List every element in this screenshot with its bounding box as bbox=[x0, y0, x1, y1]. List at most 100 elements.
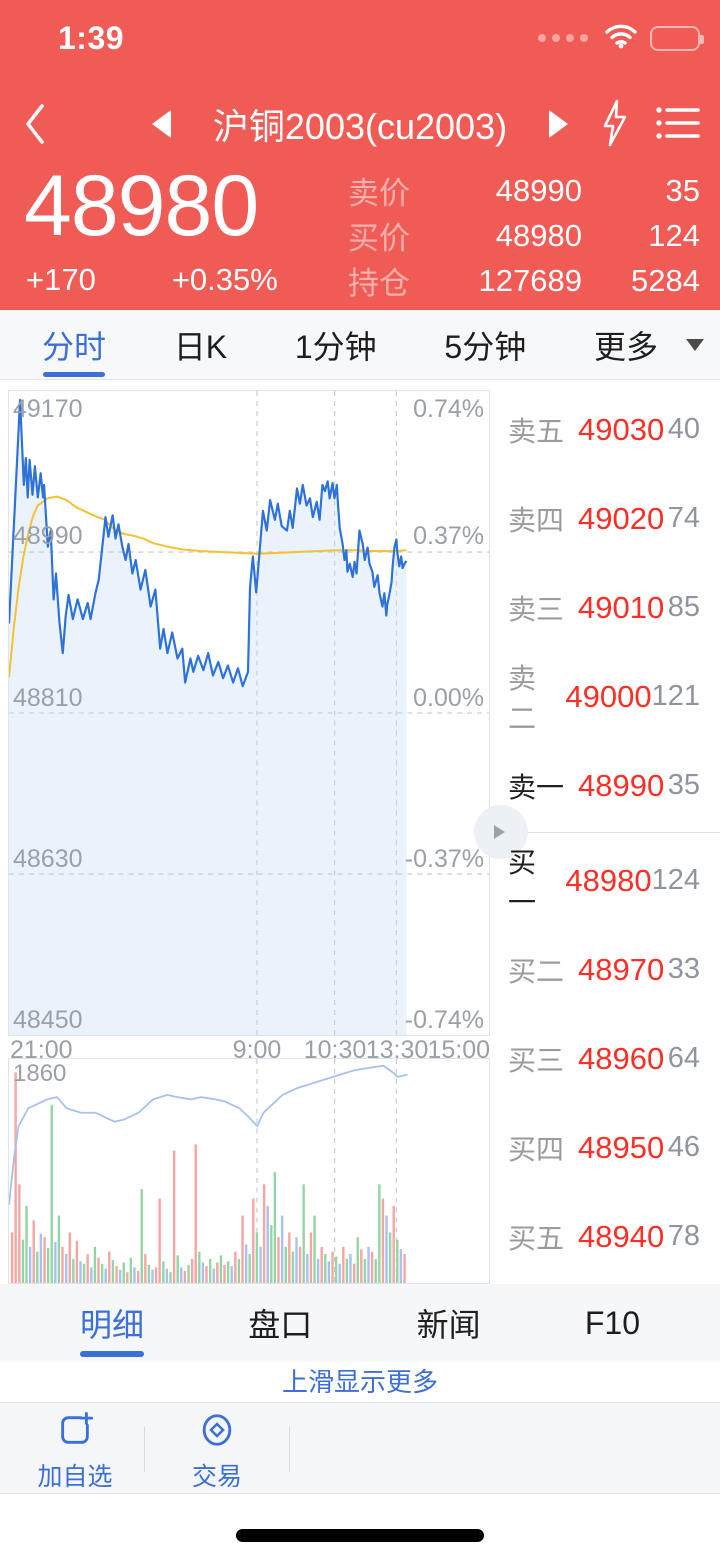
bottom-tab-明细[interactable]: 明细 bbox=[80, 1284, 144, 1362]
order-book-row[interactable]: 买三 48960 64 bbox=[490, 1014, 720, 1103]
volume-bar bbox=[396, 1239, 399, 1283]
lightning-icon[interactable] bbox=[600, 98, 628, 153]
level-price: 49000 bbox=[565, 678, 652, 714]
order-book-row[interactable]: 卖三 49010 85 bbox=[490, 563, 720, 652]
volume-bar bbox=[36, 1251, 39, 1283]
volume-bar bbox=[399, 1249, 403, 1283]
volume-bar bbox=[327, 1261, 331, 1283]
volume-bar bbox=[226, 1261, 230, 1283]
order-book-divider bbox=[504, 830, 720, 836]
volume-bar bbox=[21, 1239, 25, 1283]
bid-levels: 买一 48980 124 买二 48970 33 买三 48960 64 买四 48950 46 买五 4… bbox=[490, 836, 720, 1281]
volume-bar bbox=[363, 1258, 367, 1283]
volume-bar bbox=[43, 1237, 46, 1283]
volume-bar bbox=[10, 1232, 14, 1283]
order-book-row[interactable]: 卖二 49000 121 bbox=[490, 652, 720, 741]
volume-bar bbox=[194, 1144, 197, 1283]
tab-1分钟[interactable]: 1分钟 bbox=[295, 310, 377, 379]
volume-bar bbox=[277, 1237, 280, 1283]
volume-bar bbox=[306, 1254, 309, 1283]
add-watchlist-icon bbox=[56, 1411, 94, 1454]
order-book-row[interactable]: 卖四 49020 74 bbox=[490, 474, 720, 563]
bottom-tab-F10[interactable]: F10 bbox=[585, 1284, 640, 1362]
volume-bar bbox=[126, 1272, 129, 1283]
volume-bar bbox=[219, 1255, 223, 1283]
price-line bbox=[9, 398, 408, 688]
action-加自选[interactable]: 加自选 bbox=[22, 1411, 128, 1493]
volume-bar bbox=[169, 1272, 172, 1283]
tab-label: 5分钟 bbox=[444, 328, 527, 365]
quote-row: 持仓 127689 5284 bbox=[348, 258, 700, 303]
list-icon[interactable] bbox=[654, 101, 702, 150]
level-label: 卖五 bbox=[508, 415, 565, 447]
volume-bar bbox=[248, 1254, 251, 1283]
quote-row: 卖价 48990 35 bbox=[348, 168, 700, 213]
action-label: 交易 bbox=[191, 1463, 242, 1491]
collapse-handle[interactable] bbox=[474, 805, 528, 859]
action-label: 加自选 bbox=[37, 1463, 113, 1491]
volume-bar bbox=[262, 1184, 266, 1283]
order-book-row[interactable]: 卖五 49030 40 bbox=[490, 385, 720, 474]
order-book-row[interactable]: 买五 48940 78 bbox=[490, 1192, 720, 1281]
tab-label: 1分钟 bbox=[294, 328, 377, 365]
volume-bar bbox=[342, 1246, 345, 1283]
volume-bar bbox=[104, 1268, 107, 1283]
tab-更多[interactable]: 更多 bbox=[594, 310, 704, 379]
tab-分时[interactable]: 分时 bbox=[42, 310, 106, 379]
prev-contract-icon[interactable] bbox=[151, 110, 171, 138]
level-label: 卖四 bbox=[508, 504, 565, 536]
home-indicator[interactable] bbox=[236, 1529, 484, 1542]
next-contract-icon[interactable] bbox=[549, 110, 569, 138]
order-book-row[interactable]: 卖一 48990 35 bbox=[490, 741, 720, 830]
bottom-tab-盘口[interactable]: 盘口 bbox=[248, 1284, 312, 1362]
order-book-row[interactable]: 买四 48950 46 bbox=[490, 1103, 720, 1192]
cellular-dots-icon bbox=[538, 34, 588, 42]
volume-bar bbox=[18, 1184, 21, 1283]
change-value: +170 bbox=[26, 262, 96, 297]
level-qty: 121 bbox=[651, 680, 700, 712]
volume-bar bbox=[241, 1215, 244, 1283]
order-book-row[interactable]: 买一 48980 124 bbox=[490, 836, 720, 925]
volume-bar bbox=[144, 1254, 147, 1283]
volume-bar bbox=[133, 1267, 136, 1283]
volume-bar bbox=[14, 1072, 17, 1283]
intraday-chart[interactable]: 49170 48990 48810 48630 48450 0.74% 0.37% 0.00… bbox=[8, 390, 490, 1036]
volume-bar bbox=[97, 1257, 100, 1283]
volume-chart[interactable]: 1860 bbox=[8, 1058, 490, 1284]
volume-bar bbox=[313, 1215, 316, 1283]
volume-bar bbox=[356, 1237, 359, 1283]
bottom-tab-新闻[interactable]: 新闻 bbox=[417, 1284, 481, 1362]
back-icon[interactable] bbox=[20, 100, 48, 153]
bottom-tab-label: 盘口 bbox=[248, 1307, 313, 1343]
volume-bar bbox=[61, 1246, 64, 1283]
volume-bar bbox=[68, 1232, 71, 1283]
volume-bar bbox=[39, 1233, 43, 1283]
action-交易[interactable]: 交易 bbox=[164, 1411, 270, 1493]
level-price: 49010 bbox=[578, 589, 665, 625]
active-tab-underline bbox=[43, 372, 105, 377]
volume-bar bbox=[381, 1198, 385, 1283]
tab-日K[interactable]: 日K bbox=[174, 310, 227, 379]
quote-row-value: 48980 bbox=[495, 217, 582, 253]
volume-bar bbox=[205, 1266, 208, 1283]
volume-bar bbox=[295, 1237, 298, 1283]
volume-bar bbox=[136, 1270, 140, 1283]
volume-bar bbox=[201, 1262, 205, 1283]
level-qty: 33 bbox=[667, 953, 700, 985]
order-book-row[interactable]: 买二 48970 33 bbox=[490, 925, 720, 1014]
volume-bar bbox=[46, 1248, 50, 1283]
show-more-hint[interactable]: 上滑显示更多 bbox=[0, 1362, 720, 1402]
change-percent: +0.35% bbox=[171, 262, 278, 297]
volume-bar bbox=[176, 1255, 179, 1283]
level-price: 48960 bbox=[578, 1040, 665, 1076]
volume-bar bbox=[378, 1184, 381, 1283]
price-area-fill bbox=[9, 399, 407, 1035]
chevron-down-icon[interactable] bbox=[685, 338, 704, 351]
tab-5分钟[interactable]: 5分钟 bbox=[444, 310, 526, 379]
volume-bar bbox=[388, 1232, 392, 1283]
volume-bar bbox=[154, 1267, 158, 1283]
quote-row-extra: 124 bbox=[648, 217, 700, 253]
volume-bar bbox=[338, 1263, 341, 1283]
status-bar: 1:39 bbox=[0, 0, 720, 66]
